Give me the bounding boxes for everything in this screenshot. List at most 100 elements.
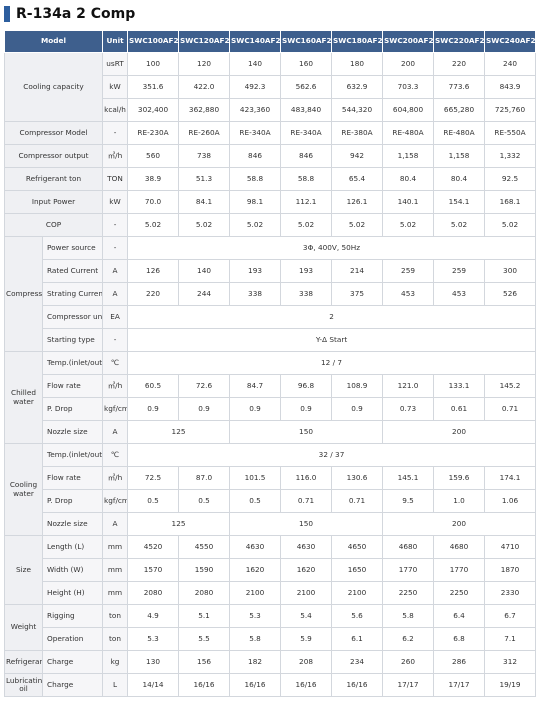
value: 300 <box>484 259 536 283</box>
value: 65.4 <box>331 167 384 191</box>
value: 2 <box>127 305 536 329</box>
table-row: Width (W) mm 1570 1590 1620 1620 1650 1770 1770 1… <box>5 558 536 582</box>
table-row: Refrigerant ton TON 38.9 51.3 58.8 58.8 65.4 80… <box>3 167 536 191</box>
value: 0.71 <box>484 397 536 421</box>
value: 483,840 <box>280 98 333 122</box>
item-label: Temp.(inlet/outlet) <box>41 443 104 467</box>
value: RE-230A <box>127 121 180 145</box>
value: 220 <box>433 52 486 76</box>
value: 423,360 <box>229 98 282 122</box>
value: 0.61 <box>433 397 486 421</box>
value: 1650 <box>331 558 384 582</box>
value: 125 <box>127 420 231 444</box>
item-label: Charge <box>41 650 104 674</box>
title: R-134a 2 Comp <box>16 6 136 22</box>
section-label: Refrigerant ton <box>3 167 104 191</box>
value: 58.8 <box>229 167 282 191</box>
value: 80.4 <box>382 167 435 191</box>
table-row: Compressor unit EA 2 <box>5 305 536 329</box>
value: 2250 <box>433 581 486 605</box>
value: 665,280 <box>433 98 486 122</box>
value: 5.02 <box>280 213 333 237</box>
section-label: Chilled water <box>4 351 43 444</box>
value: 5.02 <box>382 213 435 237</box>
value: 1.0 <box>433 489 486 513</box>
value: 846 <box>229 144 282 168</box>
unit: kgf/cm² <box>102 489 129 513</box>
table-row: Compressor output ㎥/h 560 738 846 846 942 1,158… <box>3 144 536 168</box>
table-row: Lubricating oilChargeL14/1416/1616/1616/… <box>4 673 536 697</box>
value: 51.3 <box>178 167 231 191</box>
value: 121.0 <box>382 374 435 398</box>
value: 244 <box>178 282 231 306</box>
value: 5.3 <box>229 604 282 628</box>
unit: - <box>102 236 129 260</box>
value: 1620 <box>280 558 333 582</box>
model-name: SWC160AF2 <box>280 30 333 53</box>
value: 0.9 <box>178 397 231 421</box>
item-label: P. Drop <box>41 489 104 513</box>
unit: ℃ <box>102 443 129 467</box>
table-row: Operation ton 5.3 5.5 5.8 5.9 6.1 6.2 6.8 7.1 <box>5 627 536 651</box>
value: 60.5 <box>127 374 180 398</box>
value: 846 <box>280 144 333 168</box>
value: 200 <box>382 420 536 444</box>
model-name: SWC220AF2 <box>433 30 486 53</box>
value: 1570 <box>127 558 180 582</box>
value: 843.9 <box>484 75 536 99</box>
value: 2330 <box>484 581 536 605</box>
value: 1770 <box>433 558 486 582</box>
value: 725,760 <box>484 98 536 122</box>
value: 108.9 <box>331 374 384 398</box>
value: 16/16 <box>229 673 282 697</box>
value: 5.02 <box>331 213 384 237</box>
value: 0.5 <box>229 489 282 513</box>
unit: mm <box>102 581 129 605</box>
section-label: COP <box>3 213 104 237</box>
value: 5.02 <box>178 213 231 237</box>
value: 4520 <box>127 535 180 559</box>
value: 5.02 <box>433 213 486 237</box>
unit: ton <box>102 604 129 628</box>
value: 942 <box>331 144 384 168</box>
item-label: Nozzle size <box>41 512 104 536</box>
value: 70.0 <box>127 190 180 214</box>
value: 0.71 <box>280 489 333 513</box>
value: 9.5 <box>382 489 435 513</box>
value: 96.8 <box>280 374 333 398</box>
value: 168.1 <box>484 190 536 214</box>
model-name: SWC100AF2 <box>127 30 180 53</box>
model-header: Model <box>3 30 104 53</box>
value: 38.9 <box>127 167 180 191</box>
value: 72.6 <box>178 374 231 398</box>
value: 0.5 <box>127 489 180 513</box>
table-row: Flow rate ㎥/h 72.5 87.0 101.5 116.0 130.6 145.1… <box>5 466 536 490</box>
value: RE-340A <box>229 121 282 145</box>
item-label: Nozzle size <box>41 420 104 444</box>
value: 180 <box>331 52 384 76</box>
value: 6.7 <box>484 604 536 628</box>
section-label: Input Power <box>3 190 104 214</box>
table-row: Compressor Model - RE-230A RE-260A RE-340A RE… <box>3 121 536 145</box>
unit: A <box>102 420 129 444</box>
value: 150 <box>229 420 384 444</box>
value: 6.8 <box>433 627 486 651</box>
item-label: Flow rate <box>41 374 104 398</box>
value: 208 <box>280 650 333 674</box>
value: 1770 <box>382 558 435 582</box>
value: 19/19 <box>484 673 536 697</box>
value: 174.1 <box>484 466 536 490</box>
value: 130.6 <box>331 466 384 490</box>
value: 84.7 <box>229 374 282 398</box>
table-row: Input Power kW 70.0 84.1 98.1 112.1 126.1 140.1… <box>3 190 536 214</box>
table-row: Weight Rigging ton 4.9 5.1 5.3 5.4 5.6 5.8 6.4 6.7 <box>4 604 536 651</box>
value: 240 <box>484 52 536 76</box>
table-row: RefrigerantChargekg130156182208234260286… <box>4 650 536 674</box>
value: RE-550A <box>484 121 536 145</box>
value: 133.1 <box>433 374 486 398</box>
value: 703.3 <box>382 75 435 99</box>
value: 5.4 <box>280 604 333 628</box>
item-label: Length (L) <box>41 535 104 559</box>
value: 92.5 <box>484 167 536 191</box>
